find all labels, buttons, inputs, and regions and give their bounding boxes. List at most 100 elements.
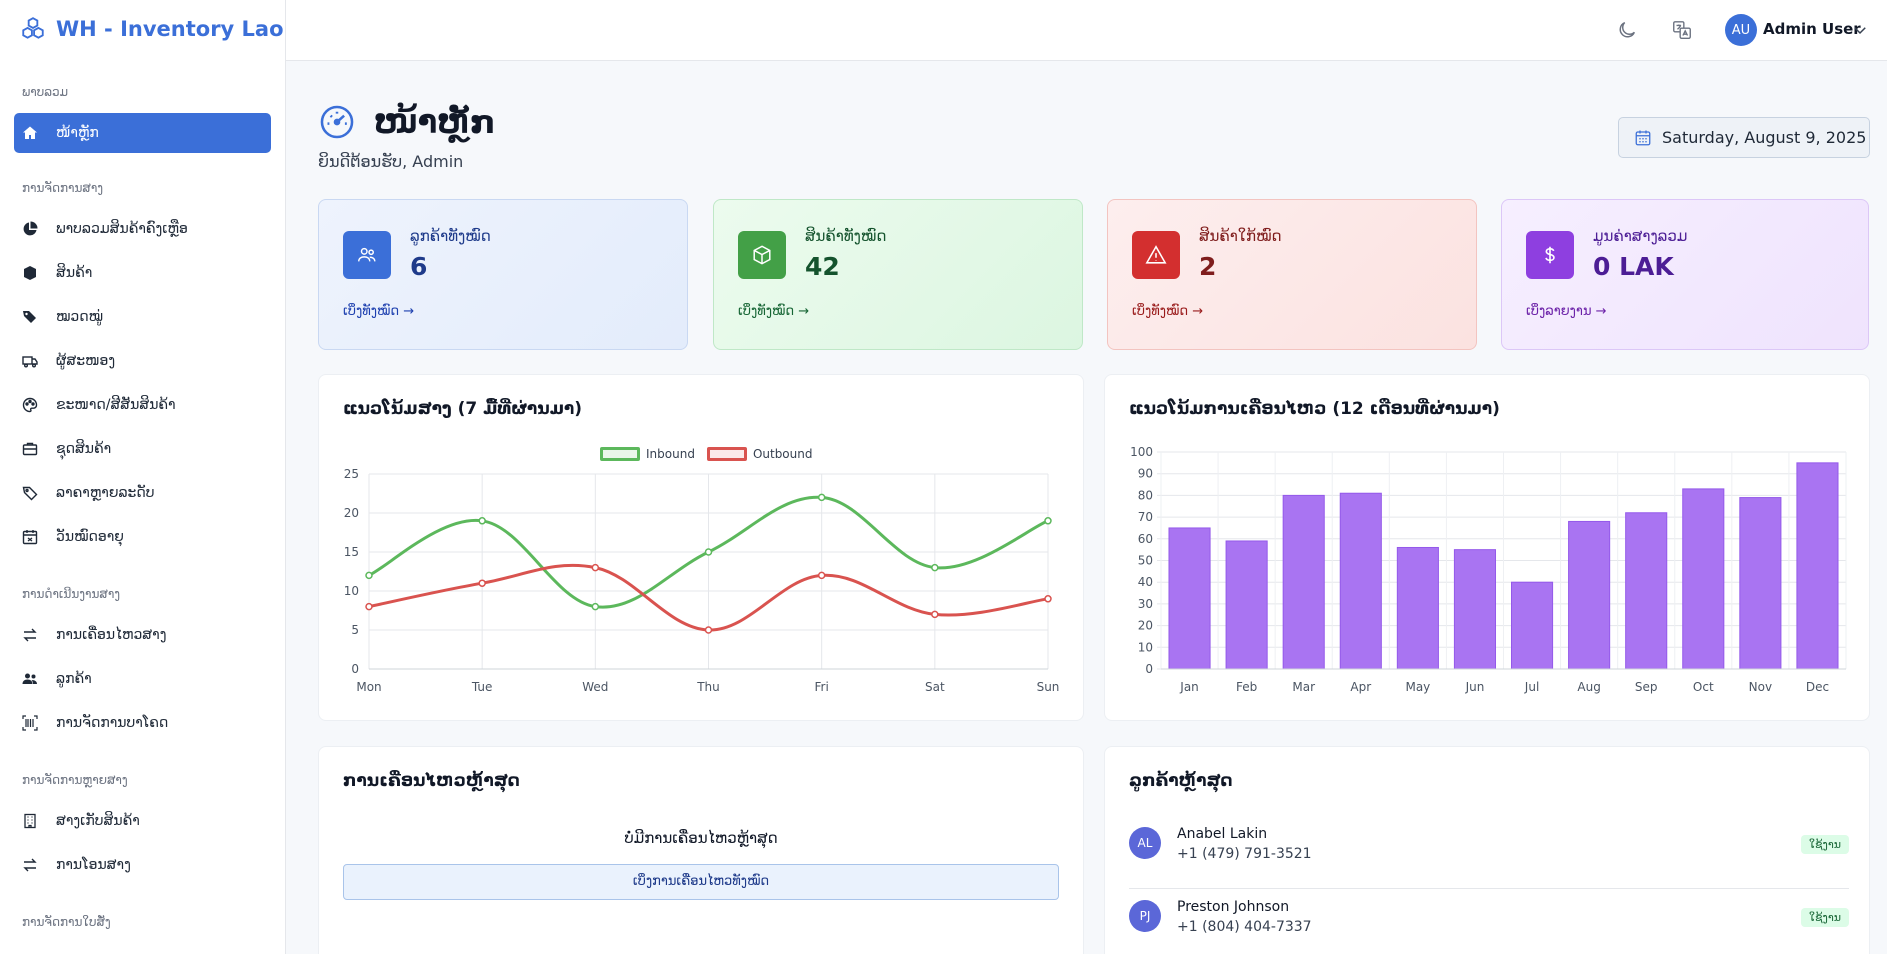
stat-card-low-stock: ສິນຄ້າໃກ້ໝົດ 2 ເບິ່ງທັງໝົດ → [1107,199,1477,350]
users-icon [343,231,391,279]
dashboard-gauge-icon [320,105,354,139]
y-tick-label: 70 [1138,510,1153,524]
y-tick-label: 30 [1138,597,1153,611]
sidebar-item-dashboard[interactable]: ໜ້າຫຼັກ [14,113,271,153]
cube-icon [22,265,38,281]
stat-value: 2 [1199,252,1217,281]
y-tick-label: 10 [1138,640,1153,654]
chart-legend: Inbound Outbound [600,447,812,461]
user-name[interactable]: Admin User [1763,20,1861,38]
sidebar-item-label: ການໂອນສາງ [56,857,131,873]
sidebar-item-label: ລູກຄ້າ [56,671,92,687]
y-tick-label: 60 [1138,532,1153,546]
y-tick-label: 20 [344,506,359,520]
customer-name: Preston Johnson [1177,899,1290,915]
y-tick-label: 0 [1145,662,1153,676]
stat-label: ສິນຄ້າໃກ້ໝົດ [1199,227,1282,245]
x-tick-label: Tue [471,680,493,694]
sidebar-item-label: ການເຄື່ອນໄຫວສາງ [56,627,167,643]
legend-swatch-outbound[interactable] [706,447,747,461]
app-title: WH - Inventory Lao [56,17,284,41]
stat-value: 0 LAK [1593,252,1674,281]
view-all-movements-button[interactable]: ເບິ່ງການເຄື່ອນໄຫວທັງໝົດ [343,864,1059,900]
stat-value: 42 [805,252,840,281]
sidebar-item-suppliers[interactable]: ຜູ້ສະໜອງ [14,341,271,381]
y-tick-label: 50 [1138,554,1153,568]
x-tick-label: Feb [1236,680,1257,694]
view-all-low-stock-link[interactable]: ເບິ່ງທັງໝົດ → [1132,304,1204,319]
bar-jul [1510,581,1554,670]
translate-icon[interactable] [1671,19,1693,41]
calendar-x-icon [22,529,38,545]
view-all-products-link[interactable]: ເບິ່ງທັງໝົດ → [738,304,810,319]
x-tick-label: Thu [696,680,720,694]
y-tick-label: 10 [344,584,359,598]
movement-trend-panel: ແນວໂນ້ມການເຄື່ອນໄຫວ (12 ເດືອນທີ່ຜ່ານມາ) … [1104,374,1870,721]
calendar-icon [1635,130,1651,145]
sidebar-item-categories[interactable]: ໝວດໝູ່ [14,297,271,337]
welcome-text: ຍິນດີຕ້ອນຮັບ, Admin [318,152,464,171]
data-point-inbound [591,602,600,611]
data-point-outbound [817,571,826,580]
sidebar-item-warehouses[interactable]: ສາງເກັບສິນຄ້າ [14,801,271,841]
nav-section-inventory: ການຈັດການສາງ [22,181,104,195]
sidebar-item-barcodes[interactable]: ການຈັດການບາໂຄດ [14,703,271,743]
status-badge: ໃຊ້ງານ [1800,835,1849,854]
legend-swatch-inbound[interactable] [600,447,640,461]
users-icon [22,671,38,687]
sidebar-item-label: ພາບລວມສິນຄ້າຄົງເຫຼືອ [56,221,188,237]
stat-card-products: ສິນຄ້າທັງໝົດ 42 ເບິ່ງທັງໝົດ → [713,199,1083,350]
building-icon [22,813,38,829]
x-tick-label: Jul [1524,680,1539,694]
cubes-icon [22,17,44,39]
sidebar-item-stock-movements[interactable]: ການເຄື່ອນໄຫວສາງ [14,615,271,655]
sidebar-item-transfers[interactable]: ການໂອນສາງ [14,845,271,885]
nav-section-overview: ພາບລວມ [22,85,69,99]
customer-row[interactable]: AL Anabel Lakin +1 (479) 791-3521 ໃຊ້ງານ [1129,817,1849,889]
sidebar-item-label: ຊຸດສິນຄ້າ [56,441,112,457]
legend-label-outbound[interactable]: Outbound [752,447,813,461]
bar-nov [1739,497,1782,670]
customer-row[interactable]: PJ Preston Johnson +1 (804) 404-7337 ໃຊ້… [1129,890,1849,954]
user-avatar[interactable]: AU [1725,14,1757,46]
stock-trend-title: ແນວໂນ້ມສາງ (7 ມື້ທີ່ຜ່ານມາ) [343,399,583,419]
x-tick-label: Sun [1037,680,1060,694]
sidebar-item-products[interactable]: ສິນຄ້າ [14,253,271,293]
moon-icon[interactable] [1616,19,1638,41]
data-point-outbound [478,579,486,587]
y-tick-label: 0 [351,662,359,676]
tags-icon [22,309,38,325]
bar-jan [1168,527,1211,670]
view-report-link[interactable]: ເບິ່ງລາຍງານ → [1526,304,1607,319]
y-tick-label: 80 [1138,488,1153,502]
bar-may [1396,546,1439,670]
truck-icon [22,353,38,369]
data-point-inbound [478,517,486,525]
stat-card-customers: ລູກຄ້າທັງໝົດ 6 ເບິ່ງທັງໝົດ → [318,199,688,350]
sidebar-item-customers[interactable]: ລູກຄ້າ [14,659,271,699]
y-tick-label: 15 [344,545,359,559]
empty-state-text: ບໍ່ມີການເຄື່ອນໄຫວຫຼ້າສຸດ [624,829,778,847]
sidebar-item-label: ຜູ້ສະໜອງ [56,353,116,369]
chevron-down-icon[interactable] [1851,21,1869,39]
view-all-customers-link[interactable]: ເບິ່ງທັງໝົດ → [343,304,415,319]
data-point-outbound [931,610,939,619]
sidebar-item-label: ໝວດໝູ່ [56,309,104,325]
stat-label: ລູກຄ້າທັງໝົດ [410,227,491,245]
warning-icon [1132,231,1180,279]
recent-customers-title: ລູກຄ້າຫຼ້າສຸດ [1129,771,1233,791]
brand[interactable]: WH - Inventory Lao [0,0,285,58]
legend-label-inbound[interactable]: Inbound [646,447,695,461]
sidebar-item-label: ສິນຄ້າ [56,265,93,281]
y-tick-label: 90 [1138,467,1153,481]
data-point-inbound [1044,517,1052,525]
x-tick-label: Sep [1635,680,1658,694]
sidebar-item-tiered-pricing[interactable]: ລາຄາຫຼາຍລະດັບ [14,473,271,513]
sidebar-item-expiry[interactable]: ວັນໝົດອາຍຸ [14,517,271,557]
sidebar-item-bundles[interactable]: ຊຸດສິນຄ້າ [14,429,271,469]
sidebar-item-variants[interactable]: ຂະໜາດ/ສີສັນສິນຄ້າ [14,385,271,425]
sidebar-item-stock-overview[interactable]: ພາບລວມສິນຄ້າຄົງເຫຼືອ [14,209,271,249]
date-display: Saturday, August 9, 2025 [1618,117,1870,158]
x-tick-label: Sat [925,680,945,694]
bar-aug [1568,520,1611,670]
